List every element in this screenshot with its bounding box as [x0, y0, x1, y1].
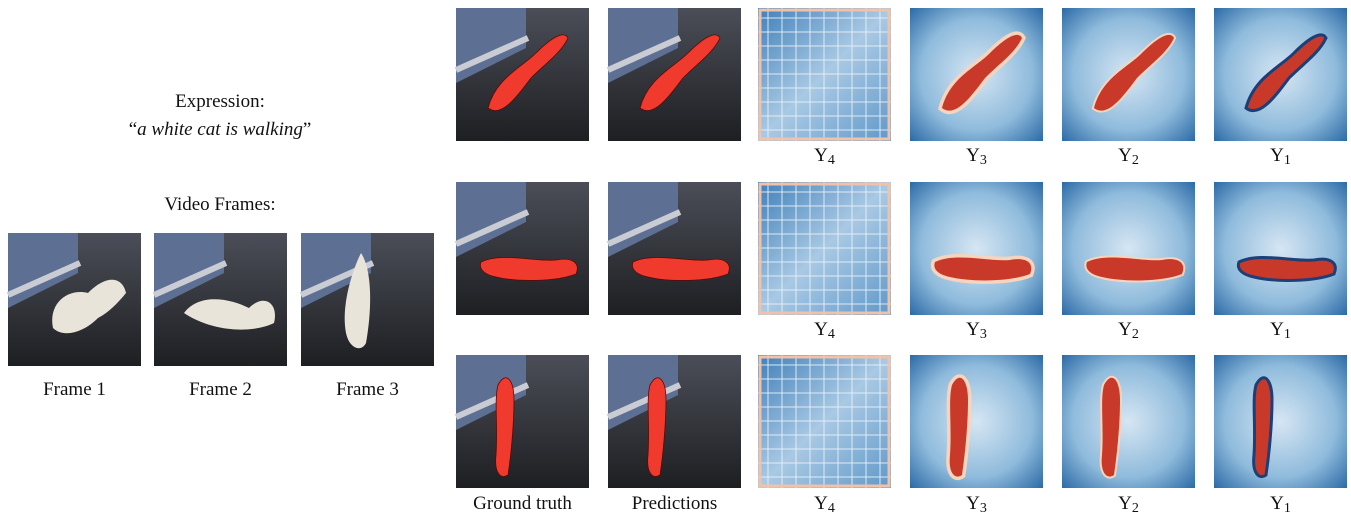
map-background [1214, 355, 1347, 488]
frame-caption: Frame 1 [43, 379, 106, 400]
attention-map [1214, 182, 1347, 315]
figure: Expression: “a white cat is walking” Vid… [0, 0, 1351, 525]
attention-map [1062, 355, 1195, 488]
label-base: Y [1270, 319, 1284, 340]
label-sub: 2 [1132, 327, 1139, 342]
label-base: Y [1118, 145, 1132, 166]
label-sub: 1 [1284, 501, 1291, 516]
attention-map [1062, 8, 1195, 141]
photo [456, 355, 589, 488]
map-label: Y1 [1270, 319, 1291, 342]
map-background [1062, 355, 1195, 488]
column-caption: Ground truth [473, 493, 572, 514]
label-base: Y [1270, 493, 1284, 514]
label-sub: 4 [828, 501, 835, 516]
photo [608, 355, 741, 488]
label-sub: 3 [980, 501, 987, 516]
label-base: Y [814, 493, 828, 514]
label-sub: 4 [828, 153, 835, 168]
label-base: Y [966, 493, 980, 514]
attention-map [1214, 8, 1347, 141]
label-sub: 1 [1284, 153, 1291, 168]
map-label: Y4 [814, 319, 835, 342]
label-sub: 4 [828, 327, 835, 342]
map-label: Y2 [1118, 493, 1139, 516]
attention-map [1062, 182, 1195, 315]
map-label: Y2 [1118, 319, 1139, 342]
photo [154, 233, 287, 366]
photo [301, 233, 434, 366]
photo [608, 8, 741, 141]
map-label: Y3 [966, 145, 987, 168]
photo [8, 233, 141, 366]
quote-open: “ [129, 119, 137, 140]
label-sub: 3 [980, 327, 987, 342]
attention-map [910, 182, 1043, 315]
attention-map [758, 355, 891, 488]
map-label: Y2 [1118, 145, 1139, 168]
map-label: Y3 [966, 493, 987, 516]
prediction-mask [632, 257, 729, 280]
label-base: Y [814, 145, 828, 166]
map-label: Y1 [1270, 145, 1291, 168]
attention-map [1214, 355, 1347, 488]
column-caption: Predictions [632, 493, 718, 514]
label-base: Y [1118, 319, 1132, 340]
label-base: Y [814, 319, 828, 340]
video-frames-label: Video Frames: [164, 194, 275, 215]
label-sub: 2 [1132, 153, 1139, 168]
photo [456, 8, 589, 141]
map-background [1214, 182, 1347, 315]
attention-map [758, 182, 891, 315]
label-base: Y [966, 145, 980, 166]
attention-map [758, 8, 891, 141]
label-base: Y [1118, 493, 1132, 514]
ground-truth-mask [480, 257, 577, 280]
frame-caption: Frame 2 [189, 379, 252, 400]
map-label: Y4 [814, 145, 835, 168]
map-label: Y4 [814, 493, 835, 516]
map-label: Y3 [966, 319, 987, 342]
phrase: a white cat is walking [137, 119, 303, 140]
attention-map [910, 355, 1043, 488]
expression-text: “a white cat is walking” [129, 119, 312, 140]
map-background [1062, 182, 1195, 315]
label-sub: 2 [1132, 501, 1139, 516]
photo [456, 182, 589, 315]
map-label: Y1 [1270, 493, 1291, 516]
label-base: Y [966, 319, 980, 340]
label-sub: 1 [1284, 327, 1291, 342]
quote-close: ” [303, 119, 311, 140]
attention-map [910, 8, 1043, 141]
photo [608, 182, 741, 315]
frame-caption: Frame 3 [336, 379, 399, 400]
label-base: Y [1270, 145, 1284, 166]
map-background [910, 182, 1043, 315]
label-sub: 3 [980, 153, 987, 168]
map-background [910, 355, 1043, 488]
expression-label: Expression: [175, 91, 265, 112]
